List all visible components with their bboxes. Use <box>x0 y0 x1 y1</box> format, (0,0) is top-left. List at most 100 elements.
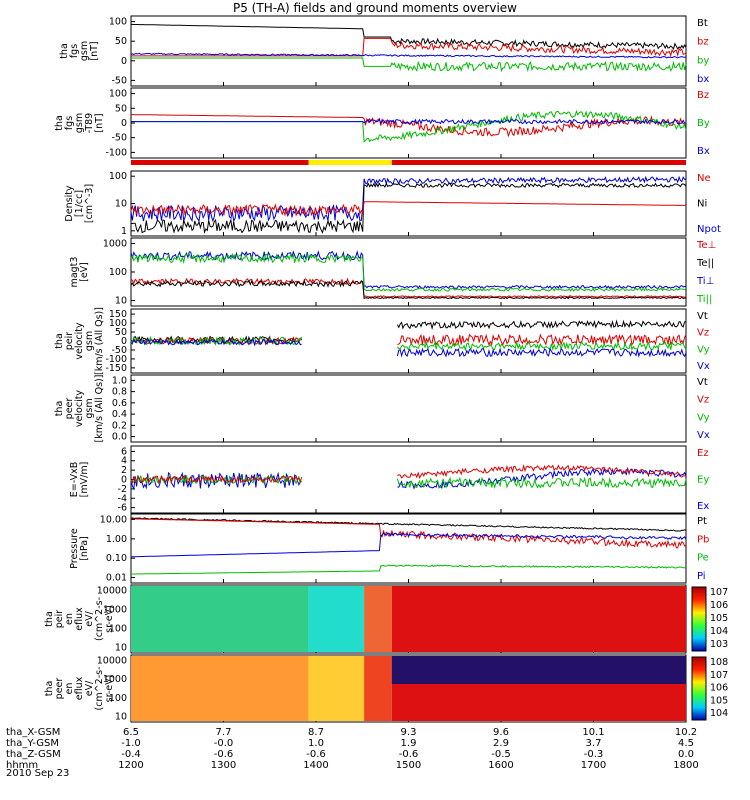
colorbar-10-label: 108 <box>710 657 728 668</box>
panel-8-pb-line <box>130 518 687 549</box>
tick-table-cell: 1.0 <box>308 738 324 749</box>
tick-table-cell: -0.6 <box>398 749 419 760</box>
panel-5-ytick: 50 <box>115 327 127 338</box>
panel-5-legend-2: Vy <box>697 344 710 355</box>
tick-table-cell: 4.5 <box>678 738 694 749</box>
panel-3-ylabel: Density <box>64 185 75 221</box>
colorbar-10 <box>691 656 707 721</box>
panel-3-legend-1: Ni <box>697 199 707 210</box>
tick-table-cell: -0.3 <box>583 749 604 760</box>
tick-table-cell: -1.0 <box>121 738 141 749</box>
panel-frame-6 <box>130 374 687 443</box>
panel-4-ylabel: [eV] <box>79 262 90 282</box>
panel-8-legend-1: Pb <box>697 534 709 545</box>
tick-table-cell: -0.6 <box>213 749 234 760</box>
spectrogram-10-band <box>308 656 365 721</box>
panel-2-bx-line <box>131 118 687 126</box>
panel-6-ylabel: velocity <box>74 390 85 428</box>
panel-6-legend-1: Vz <box>697 395 709 406</box>
panel-3-ytick: 10 <box>115 199 127 210</box>
panel-2-ytick: 0 <box>121 118 127 129</box>
panel-10-ylabel: sr-eV) <box>104 675 115 703</box>
panel-8-pe-line <box>131 564 687 575</box>
panel-8-ytick: 0.01 <box>106 572 127 583</box>
tick-table-cell: 1400 <box>303 760 329 771</box>
panel-5-ylabel: gsm <box>84 331 95 351</box>
panel-3-ne-line <box>130 201 686 217</box>
colorbar-10-label: 104 <box>710 708 728 719</box>
panel-10-ylabel: tha <box>44 681 55 697</box>
panel-7-ytick: 2 <box>121 465 127 476</box>
colorbar-9 <box>691 586 707 652</box>
tick-table-cell: 9.3 <box>400 727 417 738</box>
panel-6-ylabel: tha <box>54 401 65 417</box>
panel-1-bx-line <box>130 52 687 59</box>
panel-2-bz-line <box>131 114 687 138</box>
tick-table-cell: 0.0 <box>678 749 694 760</box>
panel-7-legend-0: Ez <box>697 448 709 459</box>
tick-table-cell: -0.4 <box>121 749 141 760</box>
tick-table-cell: 1500 <box>395 760 422 771</box>
panel-1-ylabel: gsm <box>79 41 90 61</box>
panel-6-ylabel: gsm <box>84 398 95 418</box>
panel-10-ylabel: en <box>64 683 75 695</box>
panel-9-ytick: 10000 <box>97 585 127 596</box>
tick-table-cell: -0.0 <box>213 738 234 749</box>
panel-4-ti-par-line <box>130 252 687 292</box>
colorbar-9-label: 107 <box>710 587 728 598</box>
tick-table-cell: 1700 <box>580 760 607 771</box>
panel-1-ytick: 50 <box>115 36 127 47</box>
panel-10-ytick: 10 <box>115 712 127 723</box>
panel-8-ylabel: [nPa] <box>79 536 90 561</box>
tick-table-cell: 6.5 <box>123 727 139 738</box>
panel-5-vy-line <box>130 335 687 352</box>
colorbar-10-label: 107 <box>710 670 728 681</box>
tick-table-cell: 1200 <box>118 760 144 771</box>
panel-8-legend-2: Pe <box>697 553 709 564</box>
panel-5-ylabel: [km/s (All Qs)] <box>94 307 105 375</box>
panel-4-legend-3: Ti|| <box>696 294 712 305</box>
panel-5-legend-3: Vx <box>697 361 710 372</box>
panel-7-legend-2: Ex <box>697 501 709 512</box>
tick-table-cell: 1300 <box>210 760 237 771</box>
panel-6-ytick: 0.2 <box>112 420 127 431</box>
panel-2-legend-0: Bz <box>697 90 709 101</box>
tick-table-row-label: tha_Y-GSM <box>6 738 60 749</box>
panel-4-legend-1: Te|| <box>696 258 714 269</box>
panel-frame-3 <box>130 170 687 237</box>
spectrogram-9-band <box>364 586 392 652</box>
panel-3-npot-line <box>130 175 687 223</box>
panel-4-ytick: 10 <box>115 296 127 307</box>
panel-3-ytick: 100 <box>109 171 127 182</box>
panel-2-ytick: -50 <box>111 133 127 144</box>
spectrogram-10-band <box>364 656 392 721</box>
panel-2-ytick: -100 <box>105 147 127 158</box>
panel-7-ytick: -6 <box>118 503 127 514</box>
tick-table-row-label: tha_X-GSM <box>6 727 61 738</box>
panel-1-ylabel: fgs <box>69 44 80 58</box>
tick-table-cell: 10.1 <box>582 727 605 738</box>
tick-table-cell: 1600 <box>488 760 514 771</box>
panel-4-te-par-line <box>130 279 687 300</box>
panel-5-vx-line <box>130 338 687 358</box>
panel-6-ylabel: [km/s (All Qs)] <box>94 375 105 443</box>
mode-bar-red-2 <box>391 160 686 165</box>
panel-8-legend-3: Pi <box>697 571 706 582</box>
panel-1-bt-line <box>131 23 687 50</box>
panel-4-ylabel: magt3 <box>69 257 80 288</box>
panel-9-ylabel: sr-eV) <box>104 605 115 633</box>
spectrogram-9-band <box>308 586 365 652</box>
spectrogram-9-band <box>391 586 686 652</box>
panel-10-ylabel: (cm^2-s- <box>94 667 105 711</box>
panel-10-ytick: 10000 <box>97 655 127 666</box>
panel-1-ylabel: tha <box>59 43 70 59</box>
panel-10-ylabel: eflux <box>74 676 85 700</box>
panel-10-ylabel: peer <box>54 678 65 700</box>
panel-7-ylabel: [mV/m] <box>79 462 90 498</box>
panel-7-ytick: -4 <box>118 493 127 504</box>
panel-1-ylabel: [nT] <box>89 41 100 60</box>
panel-1-legend-3: bx <box>697 74 709 85</box>
panel-7-ez-line <box>130 464 687 485</box>
panel-1-bz-line <box>131 37 687 58</box>
